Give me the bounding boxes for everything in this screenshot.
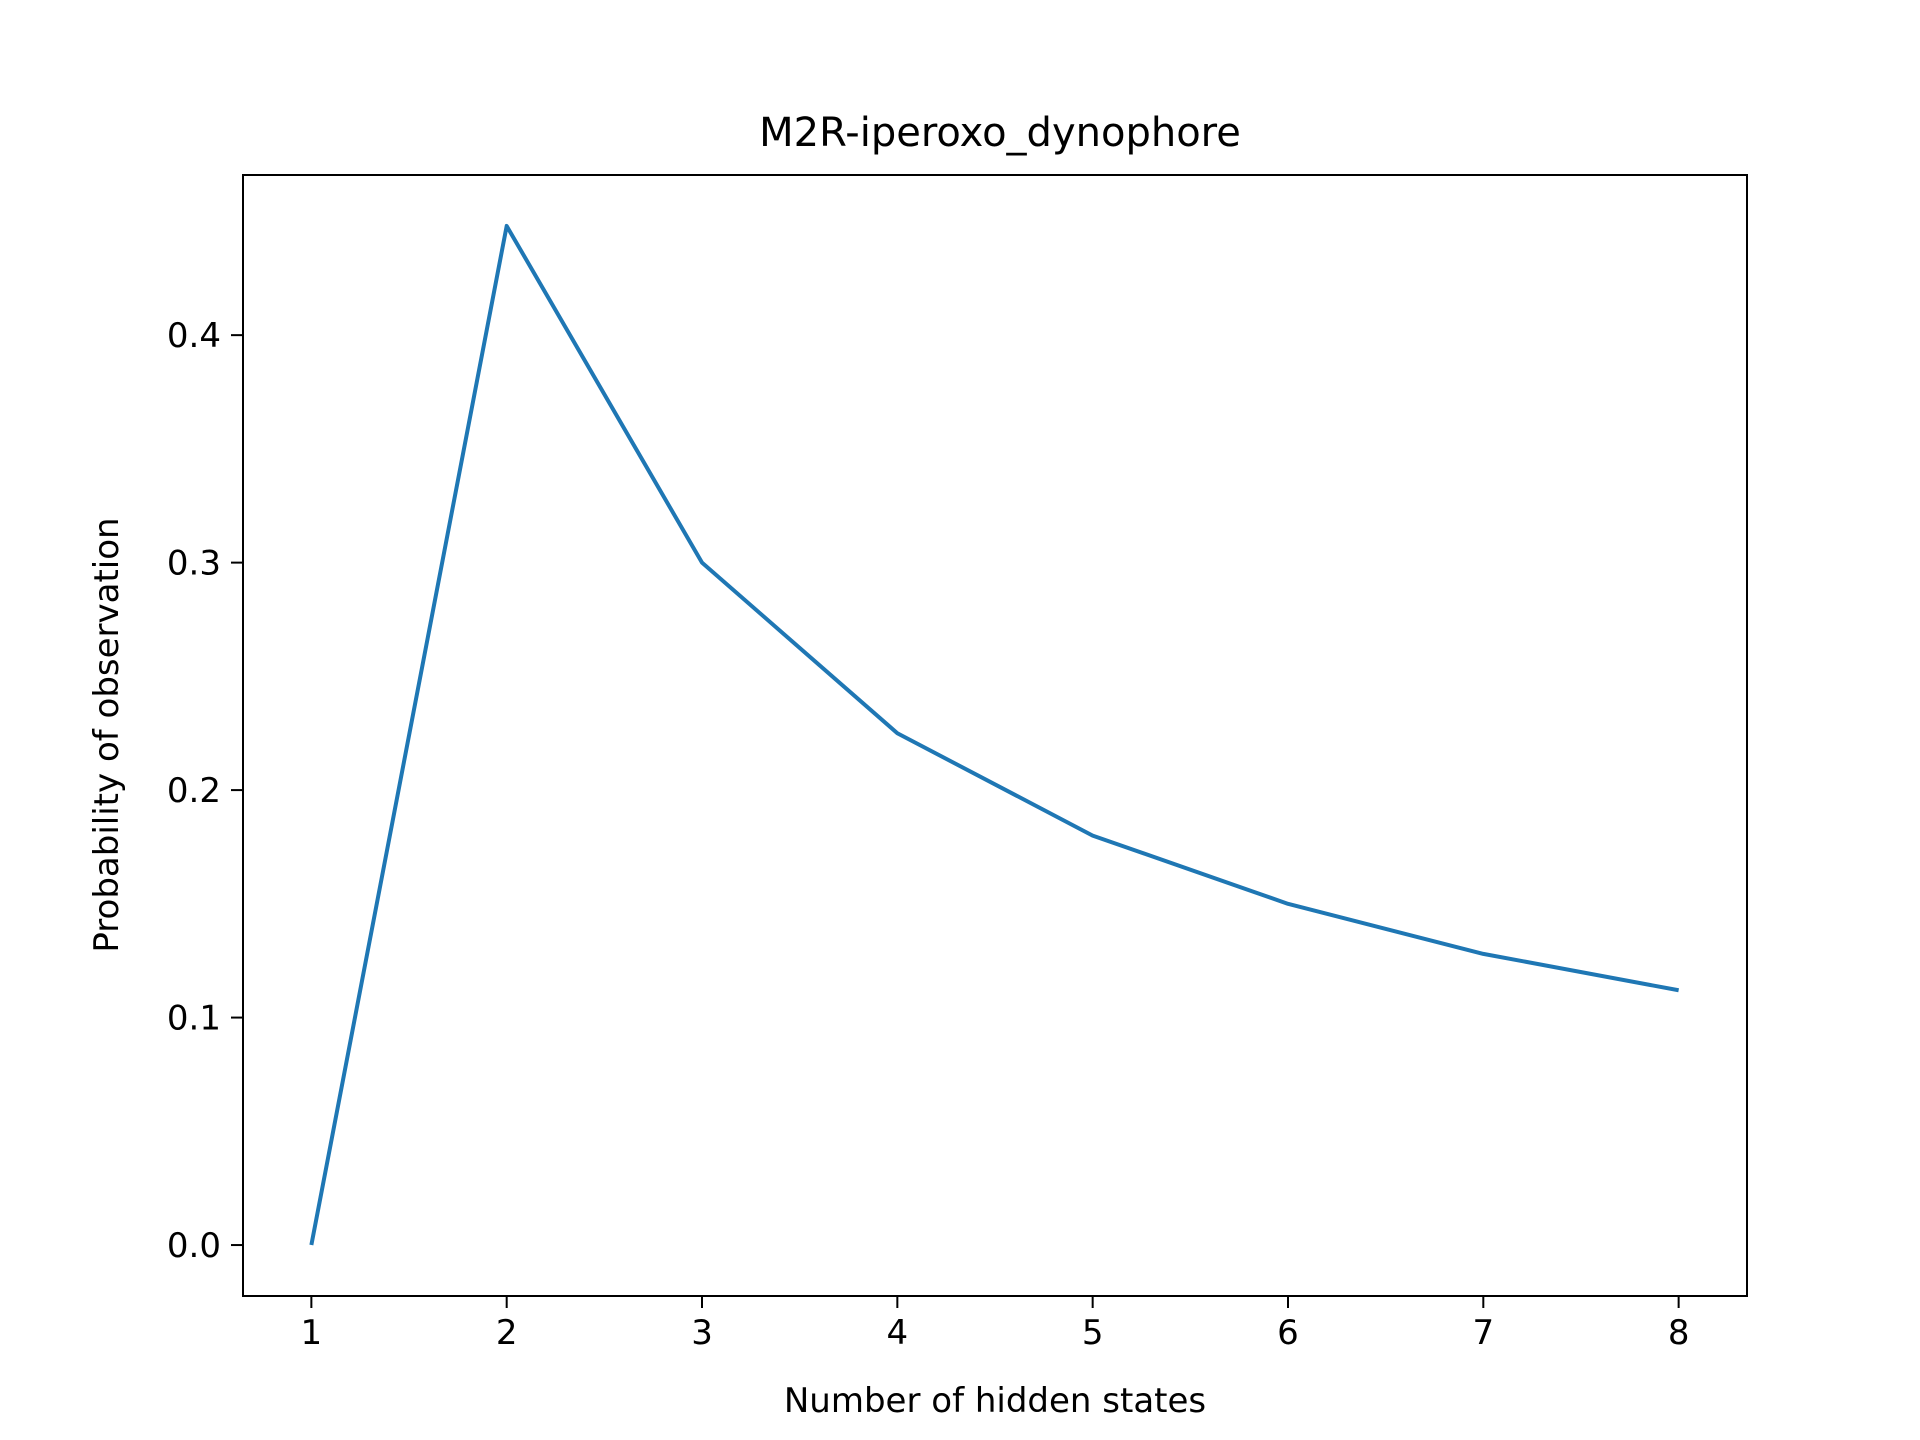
x-axis-label: Number of hidden states: [784, 1381, 1206, 1421]
x-tick-label: 2: [496, 1313, 518, 1353]
x-tick-label: 6: [1277, 1313, 1299, 1353]
x-tick-label: 3: [691, 1313, 713, 1353]
chart-title: M2R-iperoxo_dynophore: [759, 110, 1241, 156]
y-tick-label: 0.0: [167, 1226, 221, 1266]
y-axis-ticks: 0.0 0.1 0.2 0.3 0.4: [167, 316, 243, 1266]
series-line: [309, 223, 1680, 1246]
y-tick-label: 0.1: [167, 999, 221, 1039]
y-axis-label: Probability of observation: [87, 517, 127, 952]
x-tick-label: 7: [1472, 1313, 1494, 1353]
x-tick-label: 4: [887, 1313, 909, 1353]
plot-frame: [242, 174, 1748, 1297]
x-tick-label: 8: [1668, 1313, 1690, 1353]
y-tick-label: 0.2: [167, 771, 221, 811]
x-tick-label: 5: [1082, 1313, 1104, 1353]
x-tick-label: 1: [301, 1313, 323, 1353]
x-axis-ticks: 1 2 3 4 5 6 7 8: [301, 1296, 1690, 1353]
y-tick-label: 0.4: [167, 316, 221, 356]
y-tick-label: 0.3: [167, 544, 221, 584]
